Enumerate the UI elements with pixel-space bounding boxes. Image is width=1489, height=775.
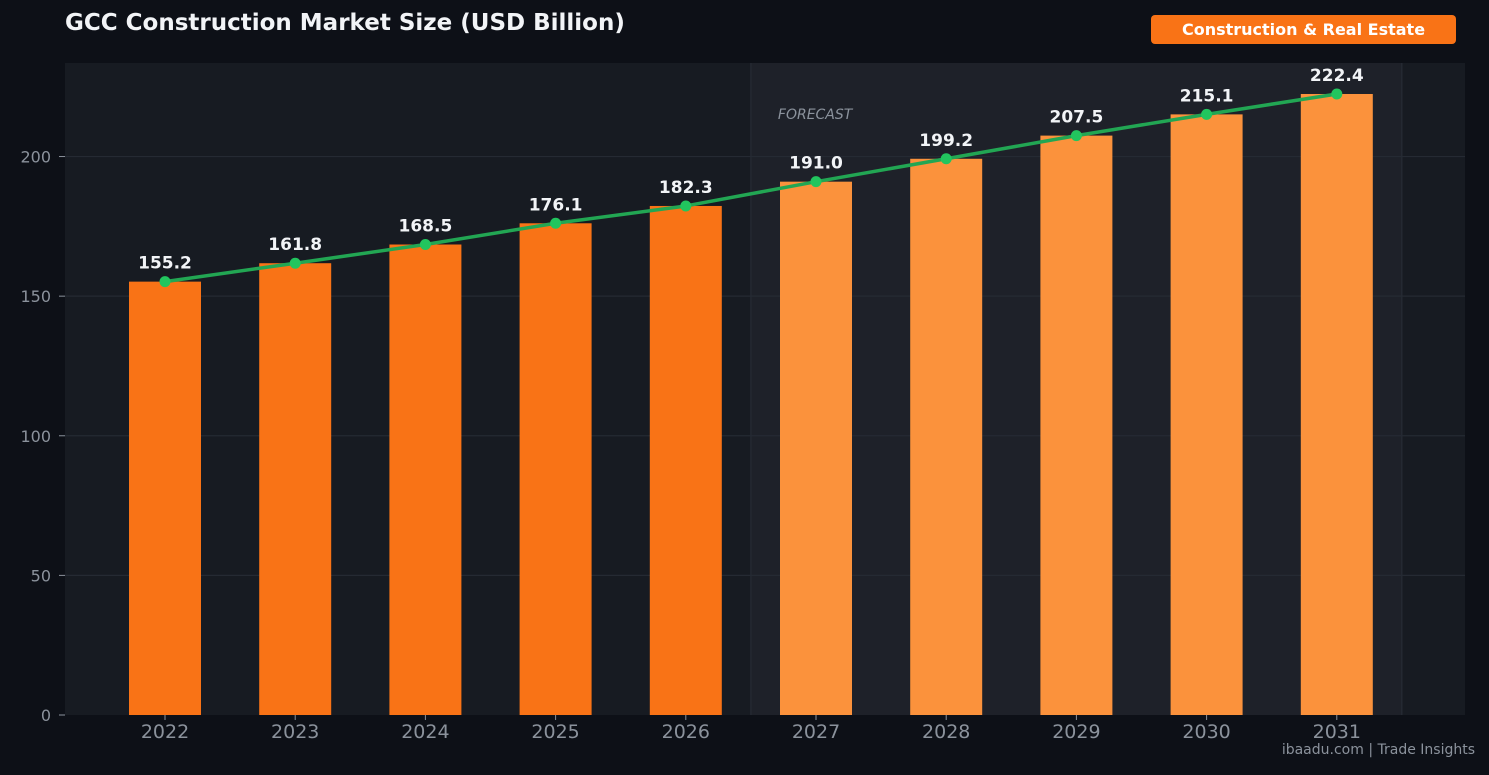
data-label: 182.3: [659, 178, 713, 198]
y-tick-label: 0: [41, 706, 51, 725]
forecast-label: FORECAST: [778, 107, 854, 123]
data-label: 155.2: [138, 254, 192, 274]
x-tick-label: 2026: [662, 721, 710, 743]
x-tick-label: 2022: [141, 721, 189, 743]
y-tick-label: 150: [20, 287, 51, 306]
trend-point: [1201, 108, 1213, 120]
bar-2024: [389, 244, 462, 715]
trend-point: [680, 200, 692, 212]
bar-2029: [1040, 135, 1113, 715]
bar-2028: [910, 158, 983, 716]
trend-point: [1331, 88, 1343, 100]
x-tick-label: 2023: [271, 721, 319, 743]
trend-point: [289, 257, 301, 269]
bar-2023: [259, 263, 332, 715]
y-tick-label: 50: [31, 566, 51, 585]
bar-2022: [129, 281, 201, 715]
y-tick-label: 100: [20, 427, 51, 446]
x-tick-label: 2025: [531, 721, 579, 743]
bar-2031: [1300, 93, 1373, 715]
trend-point: [419, 238, 431, 250]
x-tick-label: 2027: [792, 721, 840, 743]
bar-2027: [780, 181, 852, 716]
data-label: 161.8: [268, 235, 322, 255]
trend-point: [1070, 130, 1082, 142]
trend-point: [940, 153, 952, 165]
bar-2030: [1170, 114, 1243, 715]
data-label: 222.4: [1310, 66, 1364, 86]
data-label: 168.5: [399, 216, 453, 236]
trend-point: [810, 176, 822, 188]
trend-point: [159, 276, 171, 288]
data-label: 199.2: [919, 131, 973, 151]
x-tick-label: 2031: [1313, 721, 1361, 743]
x-tick-label: 2030: [1182, 721, 1230, 743]
trend-line: [164, 92, 1338, 284]
y-tick-label: 200: [20, 148, 51, 167]
bar-2026: [649, 205, 722, 715]
data-label: 191.0: [789, 154, 843, 174]
category-badge: Construction & Real Estate: [1151, 15, 1456, 44]
data-label: 207.5: [1050, 108, 1104, 128]
data-label: 176.1: [529, 195, 583, 215]
x-tick-label: 2024: [401, 721, 449, 743]
x-tick-label: 2029: [1052, 721, 1100, 743]
data-label: 215.1: [1180, 86, 1234, 106]
chart-title: GCC Construction Market Size (USD Billio…: [65, 10, 625, 36]
x-tick-label: 2028: [922, 721, 970, 743]
trend-point: [550, 217, 562, 229]
watermark: ibaadu.com | Trade Insights: [1281, 742, 1475, 758]
bar-2025: [519, 223, 592, 715]
